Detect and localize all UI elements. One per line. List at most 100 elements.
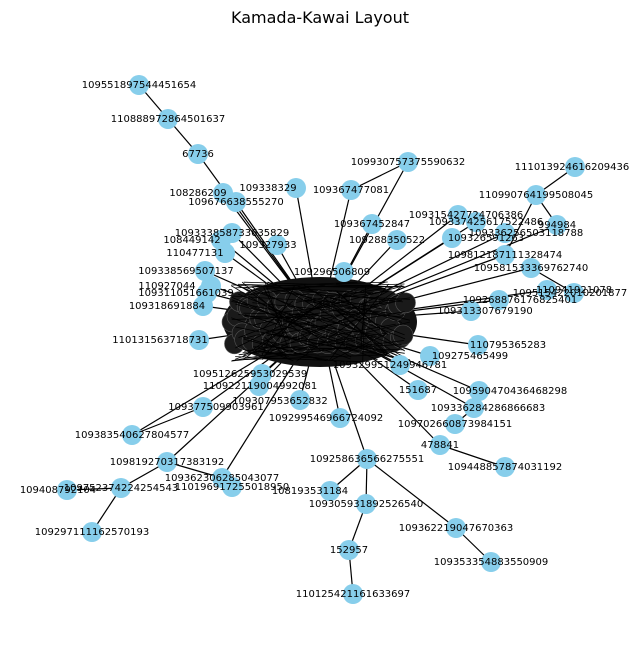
node-label: 109327933 (239, 240, 296, 251)
graph-node (57, 480, 77, 500)
cluster-edge (231, 284, 376, 294)
graph-node (330, 408, 350, 428)
graph-node (537, 280, 557, 300)
cluster-edge (251, 286, 404, 362)
dense-cluster (221, 277, 417, 367)
graph-node (469, 381, 489, 401)
node-label: 152957 (330, 545, 368, 556)
graph-node (481, 552, 501, 572)
node-label: 108193531184 (272, 486, 348, 497)
cluster-edge (296, 285, 403, 362)
graph-node (129, 75, 149, 95)
node-label: 109819270317383192 (110, 457, 225, 468)
node-layer (57, 75, 585, 604)
cluster-edge (274, 283, 411, 361)
edge (331, 356, 368, 460)
graph-node (565, 157, 585, 177)
edge (221, 360, 297, 479)
cluster-edge (298, 344, 402, 351)
node-label: 109702660873984151 (398, 419, 513, 430)
graph-node (215, 243, 235, 263)
cluster-edge (244, 314, 397, 359)
graph-node (320, 481, 340, 501)
cluster-edge (263, 287, 290, 341)
graph-node (430, 435, 450, 455)
node-label: 109383540627804577 (75, 430, 190, 441)
node-label: 109367477081 (313, 185, 389, 196)
graph-node (468, 335, 488, 355)
node-label: 109338569507137 (138, 266, 233, 277)
graph-node (442, 228, 462, 248)
node-label: 109318691884 (129, 301, 205, 312)
cluster-edge (235, 356, 361, 363)
node-label: 109408792104 (20, 485, 96, 496)
graph-node (495, 457, 515, 477)
cluster-edge (231, 317, 351, 360)
graph-node (201, 276, 221, 296)
graph-node (408, 380, 428, 400)
cluster-edge (235, 281, 358, 289)
node-label: 109367452847 (334, 219, 410, 230)
cluster-edge (238, 293, 385, 354)
node-label: 110131563718731 (112, 335, 207, 346)
graph-node (343, 584, 363, 604)
cluster-edge (262, 300, 294, 329)
edge (504, 194, 537, 256)
cluster-edge (252, 302, 404, 318)
node-label: 109333858733635829 (175, 228, 290, 239)
graph-node (189, 330, 209, 350)
edge (295, 187, 315, 289)
cluster-edge (264, 351, 290, 357)
node-label: 109326591263 (448, 233, 524, 244)
node-label: 109299546966724092 (269, 413, 384, 424)
node-label: 109512625953029539 (193, 369, 308, 380)
label-layer: 109551897544451654 110888972864501637 6773… (20, 80, 629, 600)
node-label: 109296506809 (294, 267, 370, 278)
cluster-edge (243, 338, 327, 362)
graph-node (464, 398, 484, 418)
node-label: 109305931892526540 (309, 499, 424, 510)
node-label: 110795365283 (470, 340, 546, 351)
graph-node (495, 245, 515, 265)
graph-node (222, 477, 242, 497)
node-label: 110888972864501637 (111, 114, 226, 125)
graph-node (362, 214, 382, 234)
graph-node (489, 290, 509, 310)
node-label: 478841 (421, 440, 459, 451)
graph-node (466, 212, 486, 232)
node-label: 110927044 (138, 281, 195, 292)
node-label: 109329951249946781 (333, 360, 448, 371)
cluster-edge (274, 289, 410, 321)
graph-node (267, 235, 287, 255)
graph-node (526, 185, 546, 205)
cluster-edge (235, 303, 358, 339)
graph-node (157, 452, 177, 472)
graph-node (341, 180, 361, 200)
cluster-edge (231, 299, 378, 355)
node-label: 109590470436468298 (453, 386, 568, 397)
node-label: 109930757375590632 (351, 157, 466, 168)
node-label: 108449142 (163, 235, 220, 246)
cluster-edge (242, 352, 320, 356)
node-label: 110125421161633697 (296, 589, 411, 600)
cluster-edge (230, 285, 352, 358)
edge (354, 214, 459, 296)
cluster-edge (231, 346, 351, 362)
graph-node (111, 478, 131, 498)
node-label: 109337425617522486 (429, 217, 544, 228)
cluster-edge (244, 286, 397, 347)
graph-node (448, 205, 468, 225)
graph-node (188, 144, 208, 164)
edge (349, 352, 441, 446)
cluster-edge (335, 289, 389, 336)
cluster-edge (336, 281, 388, 285)
graph-node (547, 215, 567, 235)
node-label: 109551897544451654 (82, 80, 197, 91)
graph-node (387, 230, 407, 250)
cluster-edge (262, 348, 294, 362)
node-label: 109311051661039 (138, 288, 233, 299)
cluster-edge (362, 320, 365, 362)
edge (197, 153, 290, 281)
node-label: 109275465499 (432, 351, 508, 362)
